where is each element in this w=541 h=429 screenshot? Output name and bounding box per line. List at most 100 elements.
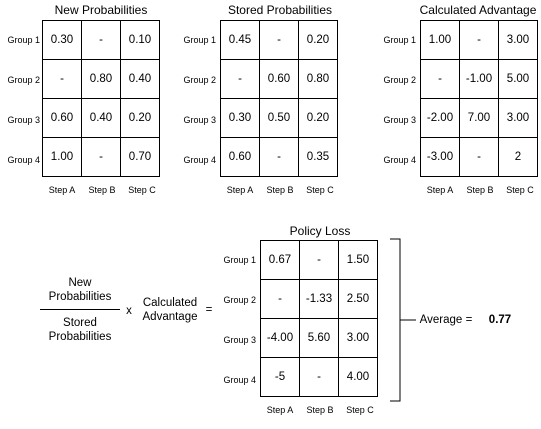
table-cell: 0.20 — [120, 98, 160, 138]
right-bracket — [390, 238, 416, 402]
table-cell: 2 — [498, 137, 538, 177]
row-label: Group 1 — [183, 35, 216, 45]
table-row: 1.00-3.00 — [420, 20, 538, 60]
average-equals-sign: = — [465, 314, 473, 326]
policy-loss-table: 0.67-1.50- -1.33 2.50 -4.00 5.60 3.00 -5-4.00 — [260, 240, 378, 397]
column-label: Step A — [226, 185, 254, 195]
row-label: Group 1 — [7, 35, 40, 45]
table-cell: 0.20 — [298, 20, 338, 60]
formula-numerator-line2: Probabilities — [48, 291, 112, 303]
table-cell: 0.60 — [220, 137, 260, 177]
table-cell: 1.00 — [42, 137, 82, 177]
calculated-advantage-table: 1.00-3.00- -1.00 5.00 -2.00 7.00 3.00 -3.00-2 — [420, 20, 538, 177]
table-cell: - — [259, 20, 299, 60]
table-cell: 0.67 — [260, 240, 300, 280]
table-row: 0.60 0.40 0.20 — [42, 98, 160, 138]
table-row: -4.00 5.60 3.00 — [260, 318, 378, 358]
row-label: Group 3 — [7, 115, 40, 125]
table-cell: 0.40 — [81, 98, 121, 138]
average-label: Average — [419, 314, 463, 326]
table-cell: - — [42, 59, 82, 99]
table-cell: 0.20 — [298, 98, 338, 138]
table-row: 0.30-0.10 — [42, 20, 160, 60]
table-cell: - — [81, 137, 121, 177]
table-cell: 0.70 — [120, 137, 160, 177]
table-cell: -5 — [260, 357, 300, 397]
table-row: -0.80 0.40 — [42, 59, 160, 99]
formula-equals-sign: = — [205, 304, 213, 316]
table-row: - -1.00 5.00 — [420, 59, 538, 99]
formula-advantage-line1: Calculated — [142, 297, 198, 309]
table-cell: -1.33 — [299, 279, 339, 319]
table-cell: -1.00 — [459, 59, 499, 99]
table-cell: 0.40 — [120, 59, 160, 99]
table-cell: 0.80 — [298, 59, 338, 99]
row-label: Group 2 — [223, 295, 256, 305]
formula-denominator: Stored Probabilities — [40, 316, 120, 344]
formula-advantage-line2: Advantage — [142, 311, 198, 323]
table-row: - -1.33 2.50 — [260, 279, 378, 319]
table-cell: 0.45 — [220, 20, 260, 60]
table-row: -2.00 7.00 3.00 — [420, 98, 538, 138]
table-cell: - — [260, 279, 300, 319]
formula-numerator-line1: New — [68, 277, 92, 289]
table-cell: 1.00 — [420, 20, 460, 60]
column-label: Step A — [48, 185, 76, 195]
column-label: Step B — [88, 185, 116, 195]
formula-numerator: New Probabilities — [40, 276, 120, 304]
table-cell: 0.35 — [298, 137, 338, 177]
table-cell: - — [459, 137, 499, 177]
fraction-bar — [40, 309, 120, 310]
table-row: -5-4.00 — [260, 357, 378, 397]
column-label: Step C — [128, 185, 156, 195]
table-cell: 5.00 — [498, 59, 538, 99]
table-cell: - — [420, 59, 460, 99]
formula-denominator-line2: Probabilities — [48, 331, 112, 343]
table-cell: - — [459, 20, 499, 60]
row-label: Group 4 — [383, 155, 416, 165]
table-cell: 0.50 — [259, 98, 299, 138]
table-cell: 0.30 — [42, 20, 82, 60]
average-value: 0.77 — [488, 314, 512, 326]
row-label: Group 1 — [223, 255, 256, 265]
row-label: Group 2 — [383, 75, 416, 85]
column-label: Step B — [466, 185, 494, 195]
column-label: Step A — [266, 405, 294, 415]
table-row: 0.30 0.50 0.20 — [220, 98, 338, 138]
table-cell: - — [220, 59, 260, 99]
table-row: 0.67-1.50 — [260, 240, 378, 280]
row-label: Group 2 — [183, 75, 216, 85]
table-cell: 7.00 — [459, 98, 499, 138]
table-cell: 0.80 — [81, 59, 121, 99]
column-label: Step C — [346, 405, 374, 415]
column-label: Step A — [426, 185, 454, 195]
table-cell: 3.00 — [498, 20, 538, 60]
formula-advantage: Calculated Advantage — [136, 296, 204, 324]
column-label: Step B — [266, 185, 294, 195]
row-label: Group 3 — [383, 115, 416, 125]
row-label: Group 4 — [223, 375, 256, 385]
table-cell: - — [81, 20, 121, 60]
table-cell: 1.50 — [338, 240, 378, 280]
table-cell: 3.00 — [498, 98, 538, 138]
table-cell: 0.60 — [259, 59, 299, 99]
row-label: Group 4 — [183, 155, 216, 165]
table-cell: -2.00 — [420, 98, 460, 138]
stored-probabilities-table: 0.45-0.20-0.60 0.80 0.30 0.50 0.20 0.60-0.35 — [220, 20, 338, 177]
row-label: Group 3 — [183, 115, 216, 125]
new-probabilities-title: New Probabilities — [54, 3, 148, 17]
table-row: -0.60 0.80 — [220, 59, 338, 99]
table-cell: 0.30 — [220, 98, 260, 138]
table-row: -3.00-2 — [420, 137, 538, 177]
table-cell: -3.00 — [420, 137, 460, 177]
table-cell: 0.10 — [120, 20, 160, 60]
times-sign: x — [126, 305, 132, 317]
table-cell: 2.50 — [338, 279, 378, 319]
table-cell: 3.00 — [338, 318, 378, 358]
stored-probabilities-title: Stored Probabilities — [227, 3, 333, 17]
row-label: Group 4 — [7, 155, 40, 165]
table-cell: - — [259, 137, 299, 177]
table-cell: - — [299, 357, 339, 397]
table-row: 0.60-0.35 — [220, 137, 338, 177]
row-label: Group 3 — [223, 335, 256, 345]
